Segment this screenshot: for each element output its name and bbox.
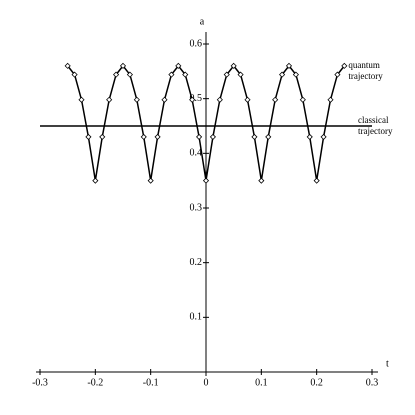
marker xyxy=(299,96,306,103)
marker xyxy=(209,133,216,140)
marker xyxy=(182,71,189,78)
marker xyxy=(189,96,196,103)
marker xyxy=(292,71,299,78)
y-tick-label: 0.5 xyxy=(190,93,203,104)
marker xyxy=(306,133,313,140)
marker xyxy=(230,62,237,69)
marker xyxy=(251,133,258,140)
x-tick-label: 0 xyxy=(204,377,209,388)
marker xyxy=(202,177,210,184)
marker xyxy=(265,133,272,140)
marker xyxy=(92,177,99,184)
marker xyxy=(216,96,223,103)
marker xyxy=(64,62,71,69)
marker xyxy=(119,62,127,69)
y-tick-label: 0.4 xyxy=(190,148,203,159)
series-label: quantum trajectory xyxy=(348,59,383,81)
marker xyxy=(140,133,147,140)
x-tick-label: 0.1 xyxy=(255,377,268,388)
x-tick-label: -0.3 xyxy=(32,377,48,388)
y-tick-label: 0.3 xyxy=(190,202,203,213)
marker xyxy=(320,133,327,140)
x-tick-label: 0.2 xyxy=(310,377,323,388)
marker xyxy=(154,133,161,140)
marker xyxy=(126,71,133,78)
y-tick-label: 0.2 xyxy=(190,257,203,268)
marker xyxy=(285,62,293,69)
marker xyxy=(78,96,85,103)
marker xyxy=(279,71,286,78)
marker xyxy=(313,177,320,184)
marker xyxy=(272,96,279,103)
series-label: classical trajectory xyxy=(358,115,393,136)
x-tick-label: 0.3 xyxy=(366,377,379,388)
marker xyxy=(244,96,251,103)
x-tick-label: -0.2 xyxy=(87,377,103,388)
marker xyxy=(196,133,203,140)
x-axis-label: t xyxy=(386,358,389,369)
marker xyxy=(71,71,78,78)
marker xyxy=(147,177,154,184)
y-axis-label: a xyxy=(200,16,205,27)
y-tick-label: 0.6 xyxy=(190,38,203,49)
marker xyxy=(175,62,182,69)
marker xyxy=(161,96,168,103)
marker xyxy=(237,71,244,78)
x-tick-label: -0.1 xyxy=(143,377,159,388)
marker xyxy=(106,96,113,103)
y-tick-label: 0.1 xyxy=(190,312,203,323)
marker xyxy=(85,133,92,140)
marker xyxy=(327,96,334,103)
marker xyxy=(168,71,175,78)
marker xyxy=(341,62,348,69)
marker xyxy=(258,177,265,184)
marker xyxy=(133,96,140,103)
marker xyxy=(334,71,341,78)
marker xyxy=(99,133,106,140)
marker xyxy=(113,71,120,78)
marker xyxy=(223,71,230,78)
